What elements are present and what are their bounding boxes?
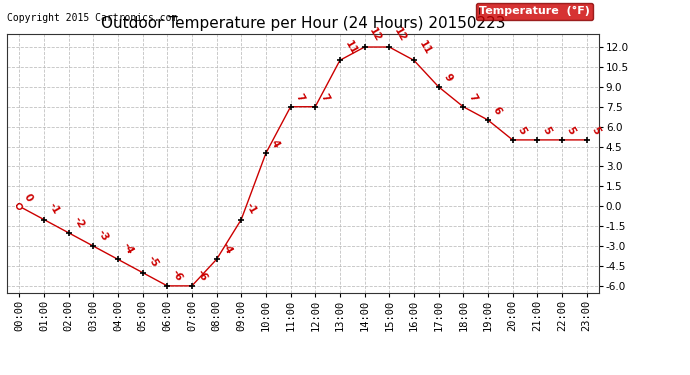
Text: -1: -1 <box>47 201 61 216</box>
Text: 5: 5 <box>515 125 528 136</box>
Text: 11: 11 <box>417 39 433 57</box>
Text: 4: 4 <box>269 138 282 150</box>
Text: 11: 11 <box>343 39 359 57</box>
Text: 7: 7 <box>466 92 479 104</box>
Text: 7: 7 <box>293 92 306 104</box>
Text: Copyright 2015 Cartronics.com: Copyright 2015 Cartronics.com <box>7 13 177 23</box>
Text: 5: 5 <box>565 125 577 136</box>
Title: Outdoor Temperature per Hour (24 Hours) 20150223: Outdoor Temperature per Hour (24 Hours) … <box>101 16 505 31</box>
Text: 5: 5 <box>589 125 602 136</box>
Text: 12: 12 <box>392 26 408 44</box>
Text: 7: 7 <box>318 92 331 104</box>
Text: -5: -5 <box>146 254 160 269</box>
Text: -6: -6 <box>195 268 209 282</box>
Text: 6: 6 <box>491 105 503 117</box>
Text: 0: 0 <box>22 192 34 203</box>
Text: -1: -1 <box>244 201 259 216</box>
Text: 12: 12 <box>368 26 384 44</box>
Text: 5: 5 <box>540 125 553 136</box>
Text: 9: 9 <box>442 72 454 84</box>
Text: -4: -4 <box>219 241 234 256</box>
Legend: Temperature  (°F): Temperature (°F) <box>476 3 593 20</box>
Text: -3: -3 <box>96 228 110 243</box>
Text: -2: -2 <box>72 214 86 230</box>
Text: -6: -6 <box>170 268 185 282</box>
Text: -4: -4 <box>121 241 135 256</box>
